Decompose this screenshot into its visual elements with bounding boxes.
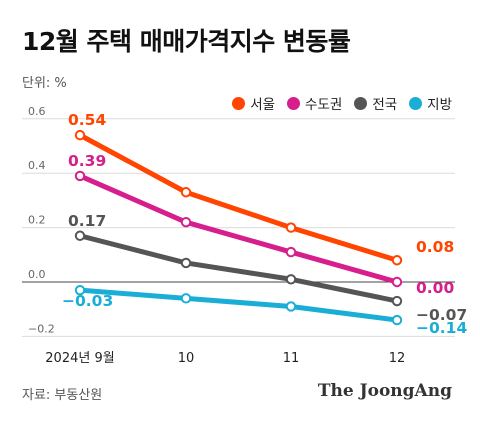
data-point [285, 246, 297, 258]
data-point [180, 257, 192, 269]
data-point [391, 295, 403, 307]
legend-swatch-regional [409, 96, 423, 110]
data-point [74, 129, 86, 141]
data-point [180, 187, 192, 198]
y-tick-label: 0.2 [28, 214, 46, 227]
source-note: 자료: 부동산원 [22, 388, 103, 403]
data-point [74, 284, 86, 296]
legend-swatch-national [354, 96, 368, 110]
legend-item-regional: 지방 [409, 93, 452, 113]
y-tick-label: −0.2 [28, 322, 55, 335]
series-line [77, 132, 400, 263]
legend-label-national: 전국 [372, 97, 398, 113]
legend-swatch-metro [287, 96, 301, 110]
data-point [391, 276, 403, 288]
legend: 서울 수도권 전국 지방 [232, 93, 452, 113]
x-tick-label: 10 [178, 351, 195, 366]
legend-label-regional: 지방 [427, 97, 452, 113]
y-tick-label: 0.6 [28, 105, 46, 118]
data-label: −0.07 [416, 306, 467, 324]
data-point [285, 222, 297, 233]
x-tick-label: 12 [389, 351, 406, 366]
x-tick-label: 11 [283, 351, 300, 366]
data-label: 0.54 [68, 111, 106, 129]
chart-title: 12월 주택 매매가격지수 변동률 [22, 27, 351, 56]
data-point [285, 274, 297, 285]
data-label: −0.14 [416, 319, 467, 337]
legend-item-metro: 수도권 [287, 93, 342, 113]
data-point [180, 216, 192, 228]
data-point [391, 255, 403, 266]
brand-logo: The JoongAng [317, 381, 452, 401]
data-label: 0.17 [68, 212, 106, 230]
y-tick-label: 0.0 [28, 268, 46, 281]
data-point [391, 314, 403, 326]
data-label: 0.39 [68, 152, 106, 170]
series-line [77, 233, 400, 304]
series-line [77, 287, 400, 323]
data-point [74, 170, 86, 182]
data-point [180, 293, 192, 304]
legend-label-metro: 수도권 [305, 97, 343, 113]
data-label: −0.03 [62, 292, 113, 310]
y-tick-label: 0.4 [28, 159, 46, 172]
data-point [74, 230, 86, 241]
legend-swatch-seoul [232, 96, 246, 110]
unit-label: 단위: % [22, 76, 67, 91]
x-tick-label: 2024년 9월 [45, 351, 114, 366]
data-point [285, 301, 297, 312]
legend-label-seoul: 서울 [250, 97, 276, 113]
data-label: 0.08 [416, 238, 454, 256]
legend-item-seoul: 서울 [232, 93, 275, 113]
series-line [77, 173, 400, 285]
data-label: 0.00 [416, 279, 454, 297]
legend-item-national: 전국 [354, 93, 397, 113]
